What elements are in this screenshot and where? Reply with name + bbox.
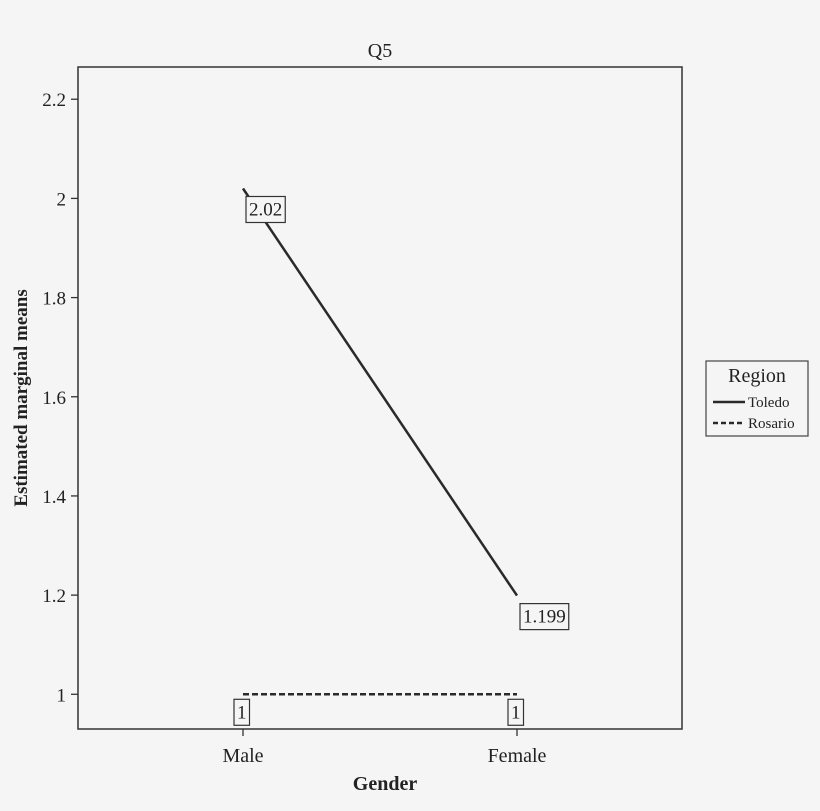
data-label-box [507,698,525,726]
y-tick-label: 1.8 [42,289,66,310]
series-layer: 2.02 1.199 1 1 [233,187,570,726]
legend-title: Region [728,365,786,387]
x-axis-label: Gender [353,773,418,795]
series-line-toledo [241,187,519,597]
data-label-text: 2.02 [249,199,282,220]
legend: Region Toledo Rosario [705,360,809,437]
chart-title: Q5 [368,40,392,62]
x-axis: Male Female [222,729,547,767]
data-label-text: 1 [237,702,247,723]
y-tick-label: 2.2 [42,90,66,111]
data-label-text: 1.199 [523,607,566,628]
data-label-toledo: 1.199 [519,603,570,631]
data-label-rosario: 1 [233,698,251,726]
data-label-rosario: 1 [507,698,525,726]
plot-frame [77,66,683,730]
legend-entry-rosario: Rosario [748,416,795,432]
data-label-box [519,603,570,631]
data-label-toledo: 2.02 [245,195,286,224]
y-tick-label: 2 [57,189,67,210]
y-axis-label: Estimated marginal means [11,289,32,506]
data-label-text: 1 [511,702,521,723]
x-tick-label: Male [222,745,263,767]
y-axis: 1 1.2 1.4 1.6 1.8 2 2.2 [42,90,78,706]
data-label-box [245,195,286,224]
y-tick-label: 1 [57,685,67,706]
y-tick-label: 1.6 [42,388,66,409]
legend-entry-toledo: Toledo [748,395,789,411]
x-tick-label: Female [488,745,547,767]
data-label-box [233,698,251,726]
y-tick-label: 1.2 [42,586,66,607]
y-tick-label: 1.4 [42,487,66,508]
